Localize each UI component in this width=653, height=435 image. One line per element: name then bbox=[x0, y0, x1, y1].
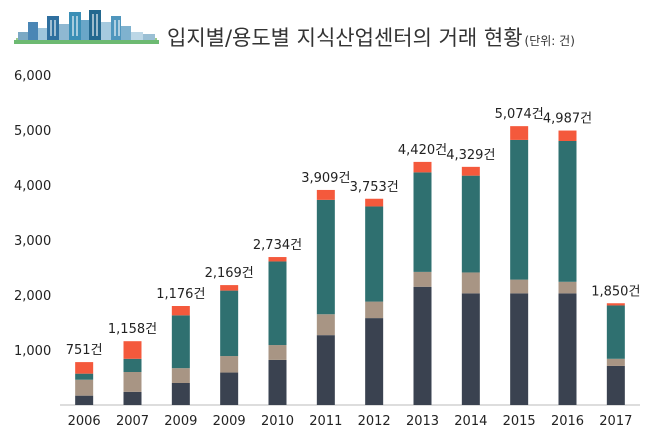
data-label: 3,753건 bbox=[350, 180, 399, 195]
y-tick-label: 2,000 bbox=[14, 289, 51, 304]
bar-segment bbox=[510, 293, 529, 405]
data-label: 751건 bbox=[66, 343, 103, 358]
x-tick-label: 2010 bbox=[261, 414, 294, 429]
bar-segment bbox=[413, 286, 432, 405]
bar-segment bbox=[171, 383, 190, 405]
bars bbox=[75, 126, 625, 405]
bar-segment bbox=[75, 395, 94, 405]
y-tick-label: 5,000 bbox=[14, 124, 51, 139]
x-tick-label: 2016 bbox=[551, 414, 584, 429]
bar-segment bbox=[558, 130, 577, 141]
x-tick-label: 2009 bbox=[164, 414, 197, 429]
x-tick-label: 2017 bbox=[599, 414, 632, 429]
bar-segment bbox=[75, 373, 94, 380]
data-label: 1,158건 bbox=[108, 322, 157, 337]
y-tick-label: 6,000 bbox=[14, 69, 51, 84]
bar-segment bbox=[365, 206, 384, 302]
bar-segment bbox=[268, 261, 287, 346]
data-label: 5,074건 bbox=[495, 107, 544, 122]
bar-segment bbox=[268, 345, 287, 360]
data-label: 2,169건 bbox=[205, 266, 254, 281]
data-label: 4,420건 bbox=[398, 143, 447, 158]
bar-segment bbox=[558, 293, 577, 405]
bar-segment bbox=[316, 335, 335, 405]
bar-segment bbox=[510, 126, 529, 140]
bar-segment bbox=[606, 305, 625, 359]
bar-segment bbox=[365, 318, 384, 405]
bar-segment bbox=[75, 379, 94, 396]
city-skyline-icon bbox=[14, 10, 159, 44]
bar-segment bbox=[365, 301, 384, 319]
bar-segment bbox=[316, 314, 335, 336]
bar-segment bbox=[461, 166, 480, 176]
bar-segment bbox=[413, 161, 432, 173]
bar-segment bbox=[171, 315, 190, 369]
data-label: 4,329건 bbox=[446, 148, 495, 163]
data-label: 1,850건 bbox=[591, 284, 640, 299]
bar-segment bbox=[558, 141, 577, 282]
bar-segment bbox=[268, 257, 287, 262]
x-tick-label: 2014 bbox=[454, 414, 487, 429]
bar-segment bbox=[558, 281, 577, 294]
bar-segment bbox=[316, 199, 335, 315]
bar-segment bbox=[606, 358, 625, 366]
bar-segment bbox=[171, 306, 190, 316]
bar-segment bbox=[220, 290, 239, 357]
axes: 1,000 2,000 3,000 4,000 5,000 6,000 2006 2007 20… bbox=[14, 69, 640, 429]
bar-segment bbox=[220, 356, 239, 373]
chart-title: 입지별/용도별 지식산업센터의 거래 현황 (단위: 건) bbox=[167, 26, 575, 50]
bar-segment bbox=[510, 279, 529, 294]
bar-segment bbox=[365, 198, 384, 207]
bar-segment bbox=[461, 272, 480, 294]
y-tick-label: 4,000 bbox=[14, 179, 51, 194]
bar-segment bbox=[123, 391, 142, 405]
bar-segment bbox=[123, 341, 142, 359]
bar-segment bbox=[606, 303, 625, 306]
x-tick-label: 2007 bbox=[116, 414, 149, 429]
bar-segment bbox=[316, 189, 335, 200]
bar-segment bbox=[461, 293, 480, 405]
bar-segment bbox=[220, 285, 239, 291]
data-label: 3,909건 bbox=[301, 171, 350, 186]
y-tick-label: 3,000 bbox=[14, 234, 51, 249]
x-tick-label: 2015 bbox=[503, 414, 536, 429]
x-tick-label: 2006 bbox=[68, 414, 101, 429]
bar-segment bbox=[75, 362, 94, 374]
bar-segment bbox=[171, 368, 190, 383]
bar-segment bbox=[268, 359, 287, 405]
data-label: 4,987건 bbox=[543, 112, 592, 127]
bar-segment bbox=[123, 358, 142, 372]
bar-segment bbox=[413, 271, 432, 287]
bar-segment bbox=[510, 139, 529, 280]
bar-segment bbox=[123, 372, 142, 392]
bar-segment bbox=[606, 365, 625, 405]
bar-segment bbox=[461, 175, 480, 273]
x-tick-label: 2011 bbox=[309, 414, 342, 429]
x-tick-label: 2013 bbox=[406, 414, 439, 429]
x-tick-label: 2012 bbox=[358, 414, 391, 429]
bar-segment bbox=[220, 372, 239, 405]
bar-segment bbox=[413, 172, 432, 272]
data-label: 1,176건 bbox=[156, 287, 205, 302]
y-tick-label: 1,000 bbox=[14, 344, 51, 359]
data-label: 2,734건 bbox=[253, 238, 302, 253]
x-tick-label: 2009 bbox=[213, 414, 246, 429]
